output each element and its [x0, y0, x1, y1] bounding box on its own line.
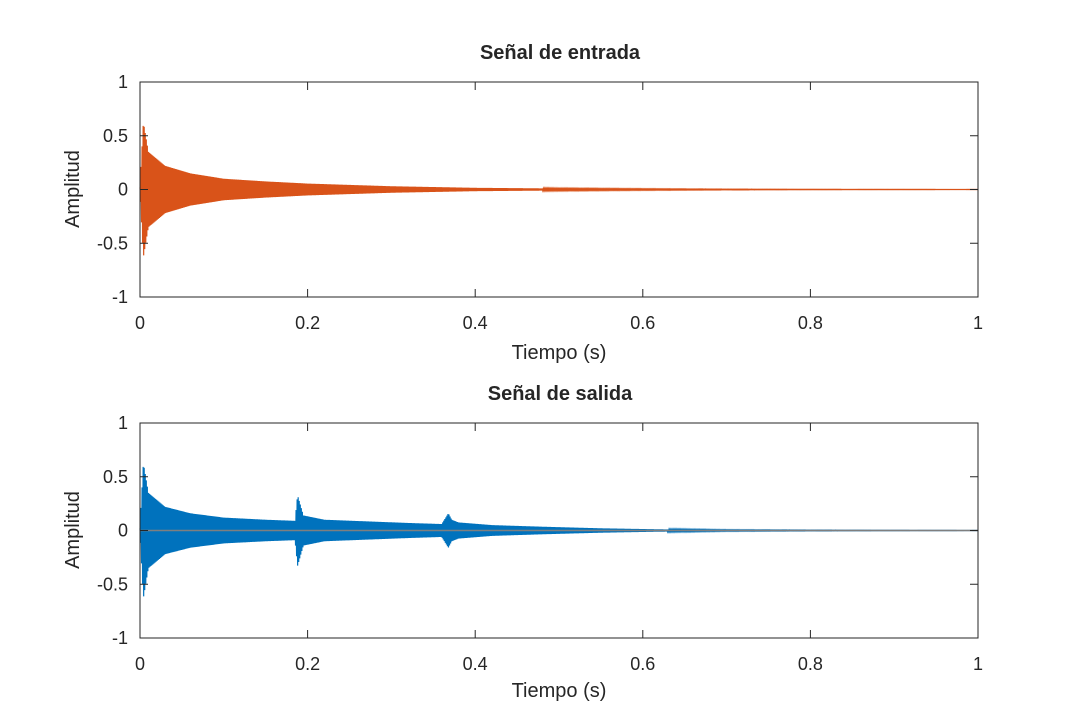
- x-tick-label: 0.8: [798, 313, 823, 333]
- y-tick-label: -1: [112, 287, 128, 307]
- chart-title: Señal de salida: [488, 383, 633, 405]
- x-tick-label: 0: [135, 654, 145, 674]
- x-tick-label: 0.2: [295, 313, 320, 333]
- x-tick-label: 0: [135, 313, 145, 333]
- y-tick-label: -0.5: [97, 233, 128, 253]
- axes-input-signal: Señal de entrada 0 0.2 0.4 0.6 0.8 1 1 0.5 0 -0.5…: [62, 42, 983, 364]
- series-waveform: [139, 125, 979, 256]
- series-waveform: [139, 466, 979, 597]
- x-tick-label: 0.4: [463, 313, 488, 333]
- x-tick-label: 0.4: [463, 654, 488, 674]
- axes-output-signal: Señal de salida 0 0.2 0.4 0.6 0.8 1 1 0.5 0 -0.5 -…: [62, 383, 983, 702]
- x-tick-label: 0.6: [630, 313, 655, 333]
- y-tick-label: 0.5: [103, 467, 128, 487]
- y-tick-label: -1: [112, 628, 128, 648]
- y-axis-label: Amplitud: [62, 491, 84, 569]
- chart-title: Señal de entrada: [480, 42, 641, 64]
- y-tick-label: 0.5: [103, 126, 128, 146]
- x-axis-label: Tiempo (s): [512, 680, 607, 702]
- y-tick-label: 1: [118, 72, 128, 92]
- y-tick-label: -0.5: [97, 574, 128, 594]
- x-tick-label: 0.8: [798, 654, 823, 674]
- y-axis-label: Amplitud: [62, 150, 84, 228]
- x-tick-label: 0.2: [295, 654, 320, 674]
- x-tick-label: 0.6: [630, 654, 655, 674]
- y-tick-label: 1: [118, 413, 128, 433]
- x-tick-label: 1: [973, 654, 983, 674]
- y-tick-label: 0: [118, 521, 128, 541]
- y-tick-label: 0: [118, 180, 128, 200]
- x-tick-label: 1: [973, 313, 983, 333]
- x-axis-label: Tiempo (s): [512, 342, 607, 364]
